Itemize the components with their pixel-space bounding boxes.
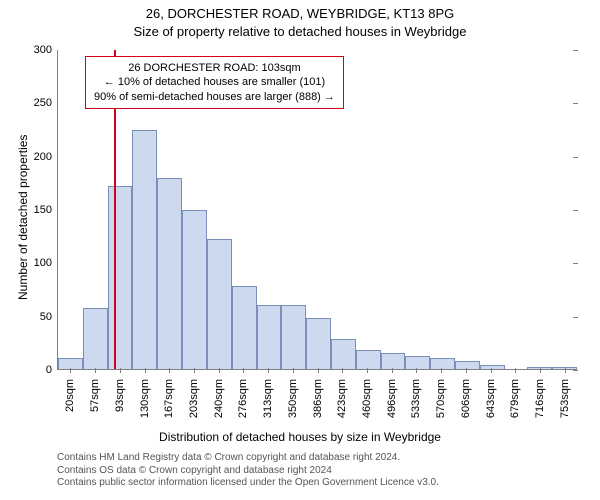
x-tick-label: 533sqm (410, 379, 422, 418)
x-tick-label: 716sqm (534, 379, 546, 418)
x-tick-mark (342, 368, 343, 373)
histogram-bar (381, 353, 406, 369)
histogram-bar (281, 305, 306, 369)
x-tick-label: 350sqm (287, 379, 299, 418)
x-tick-mark (70, 368, 71, 373)
x-tick-label: 93sqm (114, 379, 126, 412)
footer-line2: Contains OS data © Crown copyright and d… (57, 465, 439, 478)
x-tick-label: 130sqm (139, 379, 151, 418)
x-tick-mark (515, 368, 516, 373)
x-axis-label: Distribution of detached houses by size … (0, 430, 600, 444)
y-tick-label: 100 (34, 257, 52, 269)
annotation-line3: 90% of semi-detached houses are larger (… (94, 90, 335, 104)
x-tick-label: 386sqm (312, 379, 324, 418)
y-axis-label: Number of detached properties (16, 135, 30, 300)
x-tick-label: 460sqm (361, 379, 373, 418)
histogram-bar (356, 350, 381, 369)
x-tick-mark (540, 368, 541, 373)
x-tick-mark (466, 368, 467, 373)
property-callout: 26 DORCHESTER ROAD: 103sqm ← 10% of deta… (85, 56, 344, 109)
histogram-bar (132, 130, 157, 369)
histogram-bar (257, 305, 282, 369)
x-tick-mark (219, 368, 220, 373)
y-tick-mark (573, 370, 578, 371)
x-tick-mark (565, 368, 566, 373)
x-tick-mark (367, 368, 368, 373)
x-tick-mark (318, 368, 319, 373)
x-tick-mark (416, 368, 417, 373)
y-tick-mark (573, 50, 578, 51)
page-title-line1: 26, DORCHESTER ROAD, WEYBRIDGE, KT13 8PG (0, 6, 600, 21)
page-title-line2: Size of property relative to detached ho… (0, 24, 600, 39)
annotation-line2: ← 10% of detached houses are smaller (10… (94, 75, 335, 89)
y-tick-label: 300 (34, 44, 52, 56)
histogram-bar (108, 186, 133, 369)
annotation-line1: 26 DORCHESTER ROAD: 103sqm (94, 61, 335, 75)
histogram-bar (306, 318, 331, 369)
x-tick-label: 167sqm (163, 379, 175, 418)
histogram-bar (157, 178, 182, 369)
y-tick-mark (573, 210, 578, 211)
x-tick-mark (194, 368, 195, 373)
x-tick-label: 240sqm (213, 379, 225, 418)
x-tick-label: 679sqm (509, 379, 521, 418)
histogram-bar (455, 361, 480, 370)
x-tick-mark (120, 368, 121, 373)
x-tick-label: 423sqm (336, 379, 348, 418)
y-tick-mark (573, 317, 578, 318)
x-tick-mark (491, 368, 492, 373)
histogram-bar (207, 239, 232, 369)
x-tick-mark (145, 368, 146, 373)
x-tick-label: 20sqm (64, 379, 76, 412)
y-tick-label: 250 (34, 97, 52, 109)
y-tick-label: 50 (40, 311, 52, 323)
y-tick-mark (573, 263, 578, 264)
x-tick-mark (268, 368, 269, 373)
x-tick-label: 203sqm (188, 379, 200, 418)
x-tick-mark (392, 368, 393, 373)
histogram-bar (331, 339, 356, 369)
x-tick-mark (441, 368, 442, 373)
histogram-bar (83, 308, 108, 369)
x-tick-mark (243, 368, 244, 373)
footer-attribution: Contains HM Land Registry data © Crown c… (57, 452, 439, 490)
histogram-bar (182, 210, 207, 370)
x-tick-mark (293, 368, 294, 373)
histogram-bar (480, 365, 505, 369)
y-tick-label: 150 (34, 204, 52, 216)
y-tick-mark (573, 103, 578, 104)
x-tick-label: 276sqm (237, 379, 249, 418)
x-tick-mark (169, 368, 170, 373)
histogram-bar (430, 358, 455, 369)
x-tick-label: 57sqm (89, 379, 101, 412)
x-tick-label: 496sqm (386, 379, 398, 418)
histogram-bar (405, 356, 430, 369)
x-tick-label: 643sqm (485, 379, 497, 418)
x-tick-label: 570sqm (435, 379, 447, 418)
chart-page: 26, DORCHESTER ROAD, WEYBRIDGE, KT13 8PG… (0, 0, 600, 500)
x-tick-label: 313sqm (262, 379, 274, 418)
x-tick-label: 753sqm (559, 379, 571, 418)
y-tick-label: 200 (34, 151, 52, 163)
x-tick-mark (95, 368, 96, 373)
footer-line3: Contains public sector information licen… (57, 477, 439, 490)
y-tick-label: 0 (46, 364, 52, 376)
footer-line1: Contains HM Land Registry data © Crown c… (57, 452, 439, 465)
y-tick-mark (573, 157, 578, 158)
x-tick-label: 606sqm (460, 379, 472, 418)
histogram-bar (232, 286, 257, 369)
